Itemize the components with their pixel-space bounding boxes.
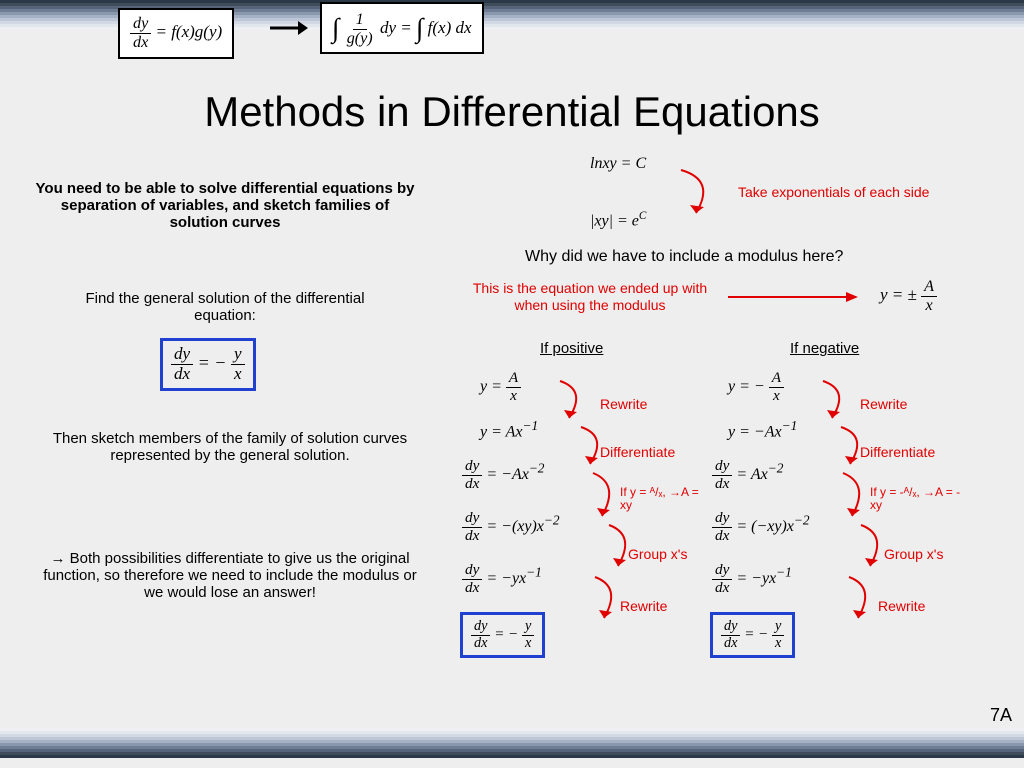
neg-step-5: dydx = −yx−1 xyxy=(712,562,792,596)
formula-separable: dydx = f(x)g(y) xyxy=(118,8,234,59)
neg-step-3: dydx = Ax−2 xyxy=(712,458,783,492)
neg-step-6: dydx = − yx xyxy=(710,612,795,658)
eq-lnxy: lnxy = C xyxy=(590,155,646,173)
eq-general-solution: y = ± Ax xyxy=(880,278,937,315)
arrow-to-result xyxy=(728,290,858,309)
pos-step-3: dydx = −Ax−2 xyxy=(462,458,544,492)
problem-equation: dydx = − yx xyxy=(160,338,256,391)
col-head-positive: If positive xyxy=(540,340,603,357)
pos-step-2: y = Ax−1 xyxy=(480,418,538,441)
anno-modulus-result: This is the equation we ended up with wh… xyxy=(465,280,715,314)
formula-integrated: ∫ 1g(y) dy = ∫ f(x) dx xyxy=(320,2,484,54)
page-number: 7A xyxy=(990,705,1012,726)
pos-step-5: dydx = −yx−1 xyxy=(462,562,542,596)
page-title: Methods in Differential Equations xyxy=(0,88,1024,136)
col-head-negative: If negative xyxy=(790,340,859,357)
question-1: Find the general solution of the differe… xyxy=(60,290,390,324)
curve-arrow-1 xyxy=(676,165,726,225)
pos-step-6: dydx = − yx xyxy=(460,612,545,658)
intro-text: You need to be able to solve differentia… xyxy=(30,180,420,231)
anno-exponentials: Take exponentials of each side xyxy=(738,184,929,200)
neg-step-4: dydx = (−xy)x−2 xyxy=(712,510,810,544)
pos-step-4: dydx = −(xy)x−2 xyxy=(462,510,560,544)
neg-step-1: y = − Ax xyxy=(728,370,784,404)
question-2: Then sketch members of the family of sol… xyxy=(40,430,420,464)
stripe-bottom xyxy=(0,728,1024,768)
eq-modulus: |xy| = eC xyxy=(590,210,646,230)
neg-step-2: y = −Ax−1 xyxy=(728,418,797,441)
pos-step-1: y = Ax xyxy=(480,370,521,404)
conclusion-note: → Both possibilities differentiate to gi… xyxy=(40,550,420,601)
modulus-question: Why did we have to include a modulus her… xyxy=(525,248,843,266)
arrow-right-icon xyxy=(268,18,308,38)
